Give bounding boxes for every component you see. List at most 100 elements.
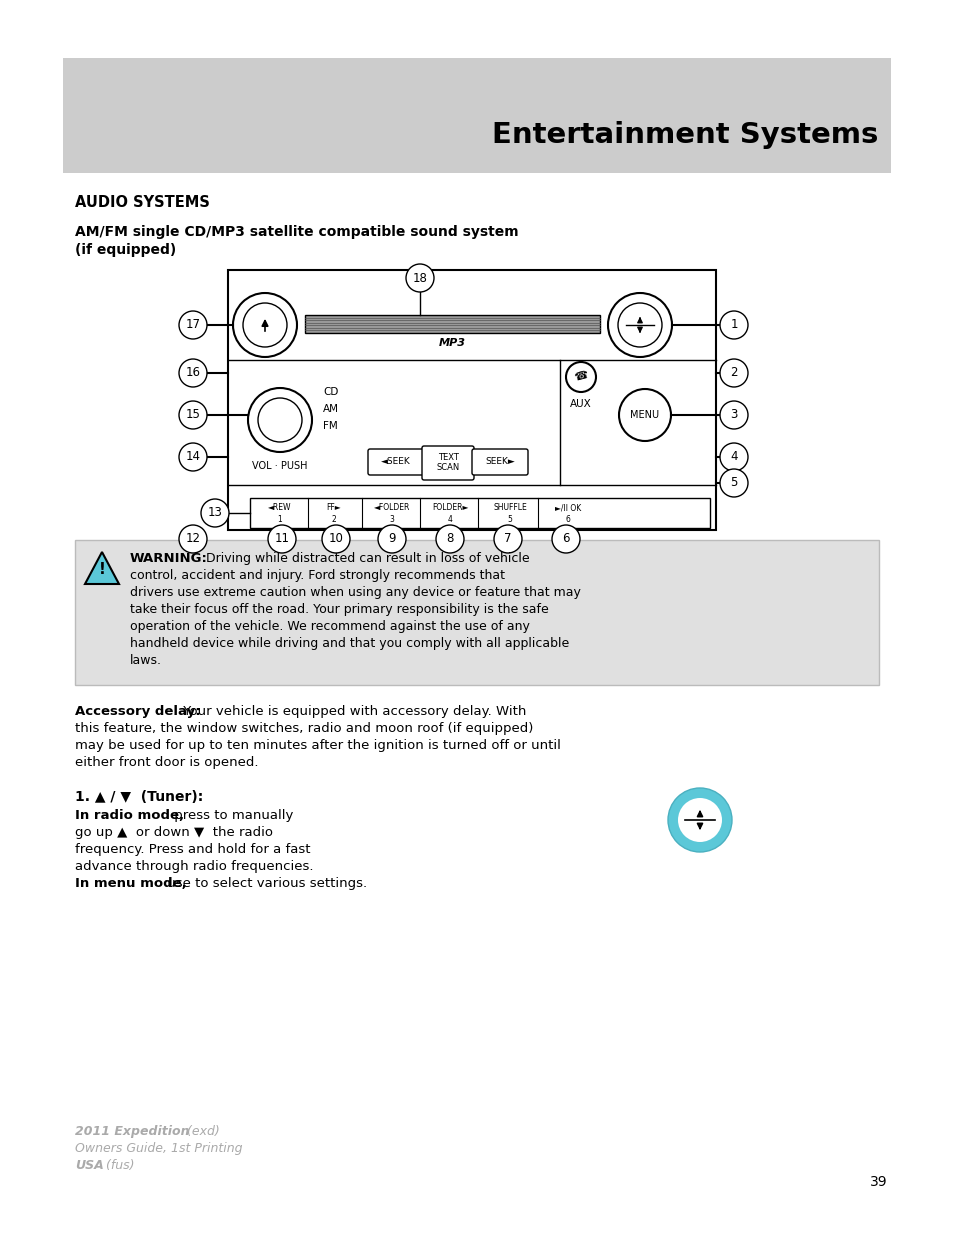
Circle shape: [667, 788, 731, 852]
Text: laws.: laws.: [130, 655, 162, 667]
Text: 17: 17: [185, 319, 200, 331]
Circle shape: [243, 303, 287, 347]
Text: 5: 5: [507, 515, 512, 525]
Text: 6: 6: [565, 515, 570, 525]
Bar: [228, 270, 716, 530]
Text: MP3: MP3: [438, 338, 465, 348]
Bar: [75, 540, 878, 685]
Text: Your vehicle is equipped with accessory delay. With: Your vehicle is equipped with accessory …: [179, 705, 526, 718]
Text: SCAN: SCAN: [436, 463, 459, 473]
Circle shape: [377, 525, 406, 553]
Text: SEEK►: SEEK►: [485, 457, 515, 467]
Text: 8: 8: [446, 532, 454, 546]
Text: handheld device while driving and that you comply with all applicable: handheld device while driving and that y…: [130, 637, 569, 650]
Text: ►/II OK: ►/II OK: [555, 504, 580, 513]
Text: USA: USA: [75, 1158, 104, 1172]
Text: Driving while distracted can result in loss of vehicle: Driving while distracted can result in l…: [202, 552, 529, 564]
Circle shape: [248, 388, 312, 452]
Text: CD: CD: [323, 387, 338, 396]
Text: drivers use extreme caution when using any device or feature that may: drivers use extreme caution when using a…: [130, 585, 580, 599]
Text: TEXT: TEXT: [437, 453, 458, 462]
Text: 15: 15: [186, 409, 200, 421]
Text: ◄REW: ◄REW: [268, 504, 292, 513]
Text: Accessory delay:: Accessory delay:: [75, 705, 200, 718]
Circle shape: [179, 525, 207, 553]
Text: Entertainment Systems: Entertainment Systems: [491, 121, 877, 149]
Text: 39: 39: [869, 1174, 887, 1189]
Text: either front door is opened.: either front door is opened.: [75, 756, 258, 769]
Bar: [63, 58, 890, 173]
Circle shape: [607, 293, 671, 357]
Circle shape: [268, 525, 295, 553]
Text: 18: 18: [412, 272, 427, 284]
Circle shape: [233, 293, 296, 357]
Text: this feature, the window switches, radio and moon roof (if equipped): this feature, the window switches, radio…: [75, 722, 533, 735]
Text: ◄FOLDER: ◄FOLDER: [374, 504, 410, 513]
Text: ☎: ☎: [573, 369, 588, 383]
Text: 1. ▲ / ▼  (Tuner):: 1. ▲ / ▼ (Tuner):: [75, 790, 203, 804]
FancyBboxPatch shape: [472, 450, 527, 475]
Text: (exd): (exd): [183, 1125, 219, 1137]
Text: 2: 2: [729, 367, 737, 379]
Text: 7: 7: [504, 532, 511, 546]
Text: SHUFFLE: SHUFFLE: [493, 504, 526, 513]
Circle shape: [436, 525, 463, 553]
Circle shape: [552, 525, 579, 553]
Text: operation of the vehicle. We recommend against the use of any: operation of the vehicle. We recommend a…: [130, 620, 529, 634]
Text: AM: AM: [323, 404, 338, 414]
Circle shape: [720, 443, 747, 471]
Text: 6: 6: [561, 532, 569, 546]
Circle shape: [720, 311, 747, 338]
Text: press to manually: press to manually: [170, 809, 294, 823]
Circle shape: [678, 798, 721, 842]
FancyBboxPatch shape: [421, 446, 474, 480]
Text: 2: 2: [332, 515, 336, 525]
Circle shape: [565, 362, 596, 391]
Text: AM/FM single CD/MP3 satellite compatible sound system: AM/FM single CD/MP3 satellite compatible…: [75, 225, 518, 240]
Text: 4: 4: [447, 515, 452, 525]
Circle shape: [179, 311, 207, 338]
Text: frequency. Press and hold for a fast: frequency. Press and hold for a fast: [75, 844, 310, 856]
Text: use to select various settings.: use to select various settings.: [163, 877, 367, 890]
Circle shape: [179, 359, 207, 387]
Text: 10: 10: [328, 532, 343, 546]
Circle shape: [720, 359, 747, 387]
Text: 11: 11: [274, 532, 289, 546]
Circle shape: [406, 264, 434, 291]
Text: FOLDER►: FOLDER►: [432, 504, 468, 513]
Circle shape: [720, 469, 747, 496]
Text: 16: 16: [185, 367, 200, 379]
Text: AUX: AUX: [570, 399, 591, 409]
Text: ◄SEEK: ◄SEEK: [381, 457, 411, 467]
Text: (fus): (fus): [102, 1158, 134, 1172]
Text: In menu mode,: In menu mode,: [75, 877, 187, 890]
Text: 14: 14: [185, 451, 200, 463]
Text: 9: 9: [388, 532, 395, 546]
Circle shape: [720, 401, 747, 429]
Text: VOL · PUSH: VOL · PUSH: [252, 461, 308, 471]
Text: 2011 Expedition: 2011 Expedition: [75, 1125, 190, 1137]
Text: !: !: [98, 562, 106, 578]
Text: 4: 4: [729, 451, 737, 463]
Text: 13: 13: [208, 506, 222, 520]
Text: In radio mode,: In radio mode,: [75, 809, 184, 823]
Bar: [250, 498, 709, 529]
Circle shape: [618, 303, 661, 347]
Bar: [305, 315, 599, 333]
Text: 1: 1: [277, 515, 282, 525]
Text: FF►: FF►: [326, 504, 341, 513]
Text: WARNING:: WARNING:: [130, 552, 208, 564]
Circle shape: [179, 443, 207, 471]
Circle shape: [494, 525, 521, 553]
Text: may be used for up to ten minutes after the ignition is turned off or until: may be used for up to ten minutes after …: [75, 739, 560, 752]
Text: 12: 12: [185, 532, 200, 546]
Text: AUDIO SYSTEMS: AUDIO SYSTEMS: [75, 195, 210, 210]
Circle shape: [179, 401, 207, 429]
Circle shape: [257, 398, 302, 442]
Polygon shape: [85, 552, 119, 584]
Text: Owners Guide, 1st Printing: Owners Guide, 1st Printing: [75, 1142, 242, 1155]
Text: 3: 3: [389, 515, 394, 525]
Text: (if equipped): (if equipped): [75, 243, 176, 257]
Text: advance through radio frequencies.: advance through radio frequencies.: [75, 860, 314, 873]
Text: 5: 5: [730, 477, 737, 489]
